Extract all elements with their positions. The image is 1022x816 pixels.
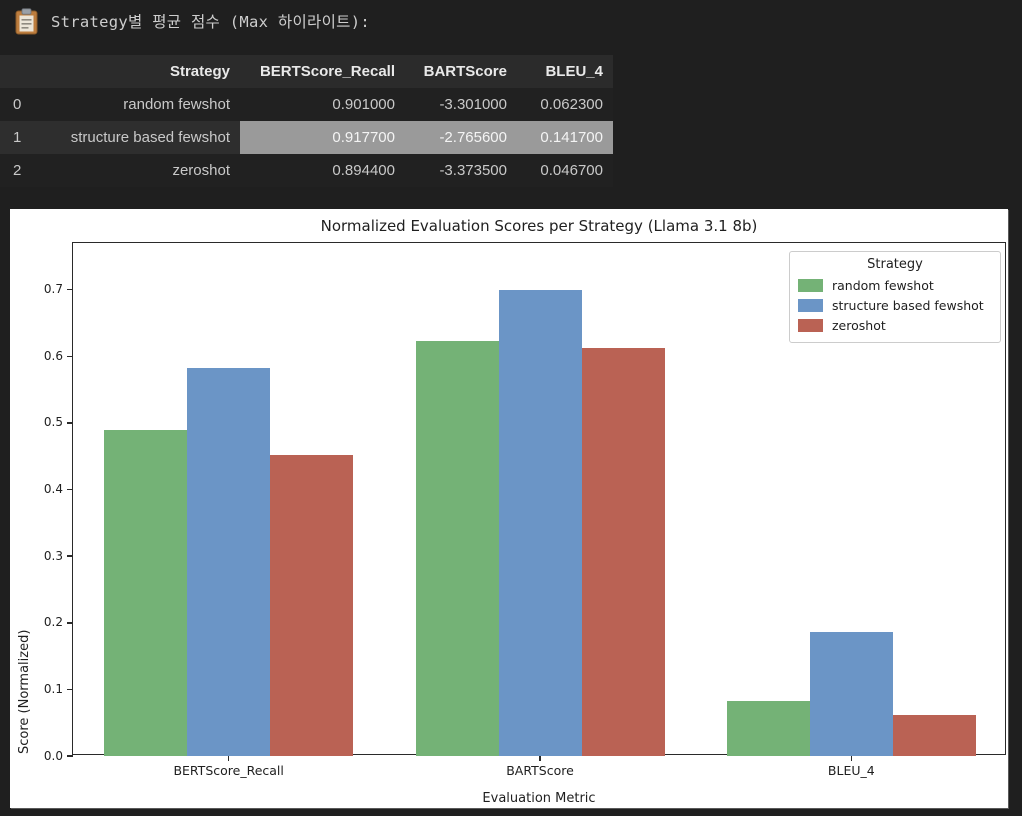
- legend-swatch: [798, 318, 823, 332]
- strategy-cell: structure based fewshot: [70, 129, 230, 146]
- strategy-cell: random fewshot: [123, 96, 230, 113]
- x-tick-mark: [850, 754, 853, 761]
- legend-label: structure based fewshot: [832, 297, 984, 313]
- y-tick-label: 0.2: [43, 615, 63, 630]
- chart-figure: Normalized Evaluation Scores per Strateg…: [10, 209, 1008, 808]
- value-cell: 0.062300: [540, 96, 603, 113]
- y-tick-label: 0.3: [43, 548, 63, 563]
- legend-swatch: [798, 278, 823, 292]
- value-cell: -2.765600: [405, 121, 517, 154]
- strategy-cell: zeroshot: [172, 162, 230, 179]
- bar: [581, 348, 665, 756]
- value-cell: 0.141700: [517, 121, 613, 154]
- output-header-line: Strategy별 평균 점수 (Max 하이라이트):: [14, 7, 370, 35]
- bar: [726, 701, 810, 756]
- y-tick-label: 0.6: [43, 348, 63, 363]
- value-cell: 0.917700: [240, 121, 405, 154]
- legend-item: random fewshot: [798, 275, 992, 295]
- legend-label: random fewshot: [832, 277, 934, 293]
- value-cell: 0.894400: [332, 162, 395, 179]
- bar: [498, 289, 582, 756]
- legend-item: zeroshot: [798, 315, 992, 335]
- y-tick-label: 0.4: [43, 482, 63, 496]
- row-index: 1: [13, 129, 22, 146]
- legend-label: zeroshot: [832, 317, 886, 333]
- value-cell: 0.901000: [332, 96, 395, 113]
- legend: Strategy random fewshot structure based …: [789, 251, 1001, 343]
- table-row: 1 structure based fewshot 0.917700 -2.76560…: [0, 121, 613, 154]
- table-header-row: Strategy BERTScore_Recall BARTScore BLEU_4: [0, 55, 613, 88]
- bar: [270, 454, 354, 756]
- legend-title: Strategy: [867, 257, 923, 272]
- x-tick-label: BERTScore_Recall: [173, 763, 284, 778]
- y-tick-mark: [67, 355, 73, 357]
- index-column-header: [0, 55, 38, 88]
- bar: [104, 430, 188, 756]
- value-cell: 0.046700: [540, 162, 603, 179]
- y-tick-label: 0.5: [43, 415, 63, 430]
- y-tick-mark: [67, 622, 73, 624]
- dataframe-output: Strategy BERTScore_Recall BARTScore BLEU_4 …: [0, 55, 613, 187]
- y-tick-mark: [67, 288, 73, 291]
- column-header: BARTScore: [405, 55, 517, 88]
- bar: [415, 340, 499, 756]
- row-index: 0: [13, 96, 22, 113]
- value-cell: -3.301000: [439, 96, 507, 113]
- y-tick-mark: [67, 555, 73, 557]
- value-cell: -3.373500: [439, 162, 507, 179]
- table-row: 0 random fewshot 0.901000 -3.301000 0.062300: [0, 88, 613, 121]
- y-tick-mark: [67, 422, 73, 424]
- output-header-text: Strategy별 평균 점수 (Max 하이라이트):: [51, 13, 370, 31]
- x-tick-mark: [539, 754, 541, 761]
- y-tick-mark: [67, 688, 73, 691]
- y-axis-label: Score (Normalized): [17, 629, 32, 754]
- table-row: 2 zeroshot 0.894400 -3.373500 0.046700: [0, 154, 613, 187]
- x-tick-label: BLEU_4: [827, 763, 875, 778]
- bar: [892, 715, 976, 756]
- x-tick-mark: [227, 754, 230, 761]
- chart-axes: Score (Normalized) Evaluation Metric Str…: [17, 242, 1006, 806]
- column-header: BERTScore_Recall: [240, 55, 405, 88]
- x-axis-label: Evaluation Metric: [482, 791, 596, 806]
- bar: [809, 632, 893, 756]
- column-header: BLEU_4: [517, 55, 613, 88]
- chart-title: Normalized Evaluation Scores per Strateg…: [320, 217, 758, 235]
- row-index: 2: [13, 162, 22, 179]
- clipboard-icon: [15, 7, 38, 34]
- legend-swatch: [798, 298, 823, 312]
- y-tick-mark: [67, 755, 73, 757]
- dataframe-table: Strategy BERTScore_Recall BARTScore BLEU_4 …: [0, 55, 613, 187]
- legend-item: structure based fewshot: [798, 295, 992, 315]
- y-tick-mark: [67, 488, 73, 491]
- y-tick-label: 0.1: [43, 681, 63, 696]
- y-tick-label: 0.7: [43, 282, 63, 297]
- column-header: Strategy: [38, 55, 240, 88]
- bar: [187, 368, 271, 756]
- y-tick-label: 0.0: [43, 748, 63, 763]
- x-tick-label: BARTScore: [506, 763, 574, 778]
